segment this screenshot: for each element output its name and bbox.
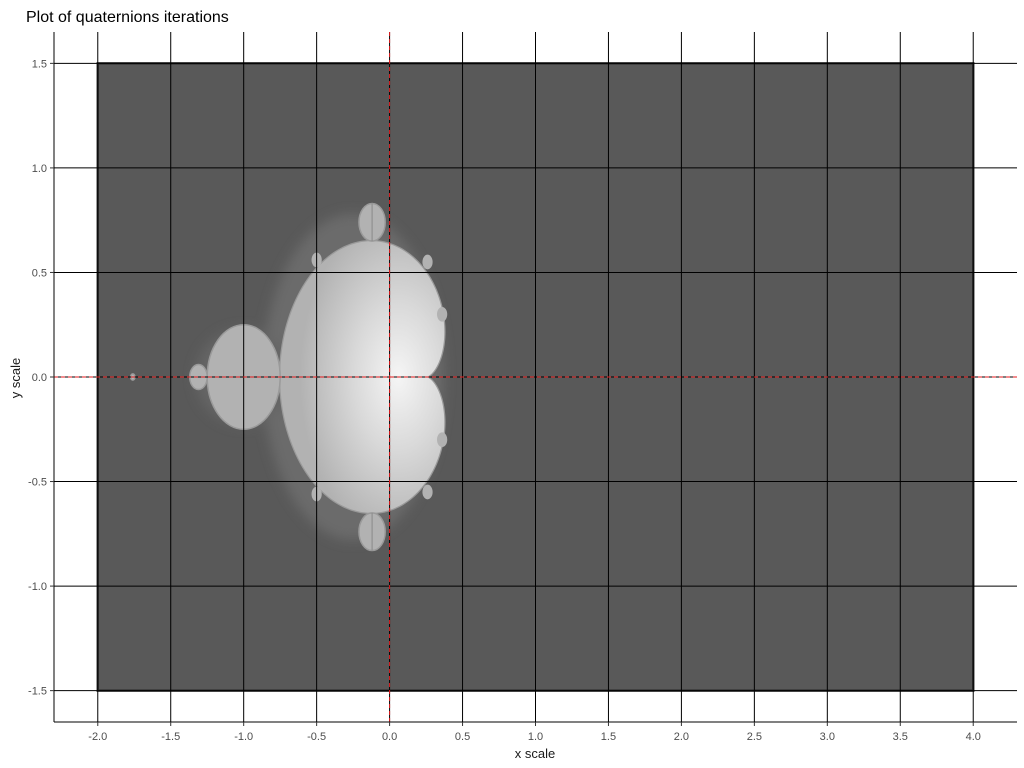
x-tick-label-1: -1.5 xyxy=(161,731,180,743)
x-tick-label-10: 3.0 xyxy=(820,731,835,743)
x-tick-label-0: -2.0 xyxy=(88,731,107,743)
x-tick-label-12: 4.0 xyxy=(966,731,981,743)
chart-title: Plot of quaternions iterations xyxy=(26,9,229,26)
x-tick-label-8: 2.0 xyxy=(674,731,689,743)
x-axis-title: x scale xyxy=(515,746,555,761)
y-tick-label-6: 1.5 xyxy=(32,58,47,70)
x-tick-label-2: -1.0 xyxy=(234,731,253,743)
y-axis-title: y scale xyxy=(8,358,23,398)
edge-bud-4 xyxy=(437,306,448,322)
y-tick-label-2: -0.5 xyxy=(28,477,47,489)
x-tick-label-6: 1.0 xyxy=(528,731,543,743)
x-tick-label-9: 2.5 xyxy=(747,731,762,743)
x-tick-label-5: 0.5 xyxy=(455,731,470,743)
x-tick-label-3: -0.5 xyxy=(307,731,326,743)
x-tick-label-4: 0.0 xyxy=(382,731,397,743)
edge-bud-0 xyxy=(422,254,433,270)
y-tick-label-0: -1.5 xyxy=(28,686,47,698)
y-tick-label-1: -1.0 xyxy=(28,581,47,593)
y-tick-label-3: 0.0 xyxy=(32,372,47,384)
edge-bud-1 xyxy=(422,484,433,500)
y-tick-label-4: 0.5 xyxy=(32,267,47,279)
y-tick-labels: -1.5 -1.0 -0.5 0.0 0.5 1.0 1.5 xyxy=(28,58,54,698)
x-tick-label-11: 3.5 xyxy=(893,731,908,743)
edge-bud-5 xyxy=(437,432,448,448)
y-tick-label-5: 1.0 xyxy=(32,163,47,175)
x-tick-label-7: 1.5 xyxy=(601,731,616,743)
x-tick-labels: -2.0 -1.5 -1.0 -0.5 0.0 0.5 1.0 1.5 2.0 2.5 3.0 3.5… xyxy=(88,722,981,743)
reference-lines xyxy=(54,32,1017,722)
